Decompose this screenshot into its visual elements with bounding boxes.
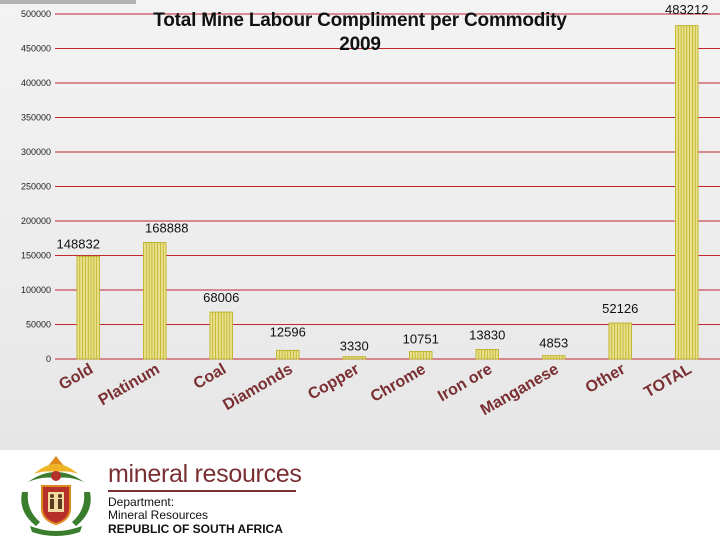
value-label: 148832 (57, 236, 100, 251)
y-tick-label: 150000 (21, 251, 51, 261)
value-label: 168888 (145, 220, 188, 235)
value-label: 68006 (203, 290, 239, 305)
department-name: Mineral Resources (108, 508, 209, 522)
y-tick-label: 50000 (26, 320, 51, 330)
brand-name: mineral resources (108, 460, 302, 488)
category-label: Chrome (368, 361, 429, 406)
y-tick-label: 500000 (21, 9, 51, 19)
chart-area: 0 50000 100000 150000 200000 250000 300000 3500… (0, 0, 720, 450)
y-tick-label: 0 (46, 354, 51, 364)
chart-title: Total Mine Labour Compliment per Commodi… (153, 10, 567, 31)
brand-rule (108, 490, 296, 492)
department-label: Department: (108, 495, 175, 509)
y-tick-label: 300000 (21, 147, 51, 157)
category-label: Diamonds (220, 361, 296, 414)
value-label: 3330 (340, 339, 369, 354)
y-tick-label: 350000 (21, 113, 51, 123)
category-label: Coal (191, 361, 230, 393)
y-tick-label: 250000 (21, 182, 51, 192)
value-label: 483212 (665, 2, 708, 17)
y-tick-label: 100000 (21, 285, 51, 295)
category-label: Platinum (96, 361, 163, 410)
y-tick-label: 450000 (21, 44, 51, 54)
category-label: Copper (305, 361, 362, 404)
country-name: REPUBLIC OF SOUTH AFRICA (108, 522, 283, 536)
category-label: Other (583, 361, 628, 397)
value-label: 52126 (602, 301, 638, 316)
value-label: 4853 (539, 336, 568, 351)
value-label: 13830 (469, 327, 505, 342)
footer (0, 450, 720, 540)
category-label: TOTAL (641, 361, 695, 402)
category-label: Gold (56, 361, 96, 394)
chart-subtitle-year: 2009 (339, 34, 381, 55)
value-label: 12596 (270, 324, 306, 339)
bar-chart: 0 50000 100000 150000 200000 250000 300000 3500… (21, 2, 720, 419)
value-label: 10751 (403, 332, 439, 347)
y-tick-label: 400000 (21, 78, 51, 88)
y-axis-tick-labels: 0 50000 100000 150000 200000 250000 300000 3500… (21, 9, 51, 364)
top-strip (0, 0, 136, 4)
bars (76, 25, 699, 360)
value-labels: 148832 168888 68006 12596 3330 10751 13830 4853… (57, 2, 709, 354)
coat-of-arms-logo (21, 456, 91, 536)
y-tick-label: 200000 (21, 216, 51, 226)
brand-block: mineral resources Department: Mineral Re… (108, 460, 308, 536)
